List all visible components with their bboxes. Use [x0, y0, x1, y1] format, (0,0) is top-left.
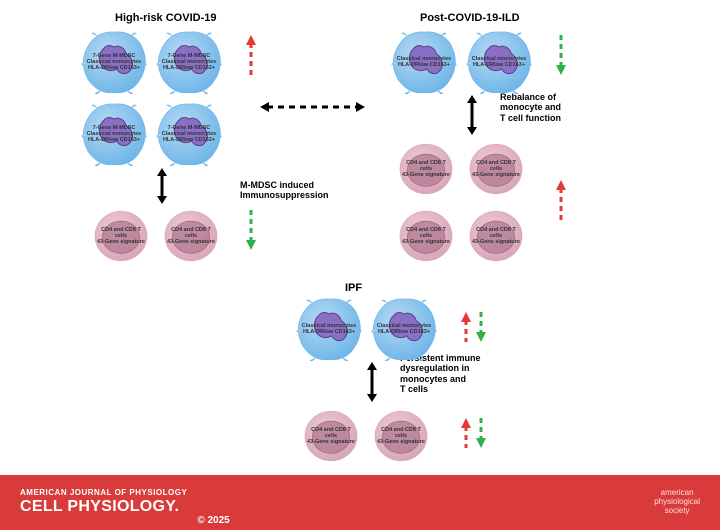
arrow-updown_dashed-red	[460, 418, 474, 448]
monocyte-cell: Classical monocytes HLA-DRlow CD163+	[390, 28, 458, 96]
cell-label: 7-Gene M-MDSC Classical monocytes HLA-DR…	[155, 53, 223, 71]
cell-label: 7-Gene M-MDSC Classical monocytes HLA-DR…	[155, 125, 223, 143]
footer-journal: AMERICAN JOURNAL OF PHYSIOLOGY CELL PHYS…	[20, 489, 187, 515]
cell-label: Classical monocytes HLA-DRlow CD163+	[465, 56, 533, 68]
annotation-rebalance: Rebalance of monocyte and T cell functio…	[500, 92, 561, 123]
monocyte-cell: 7-Gene M-MDSC Classical monocytes HLA-DR…	[80, 100, 148, 168]
arrow-updown_dashed-red	[245, 35, 259, 75]
arrow-updown_dashed-red	[460, 312, 474, 342]
section-title-postild: Post-COVID-19-ILD	[420, 12, 520, 24]
tcell-cell: CD4 and CD8 T cells 43-Gene signature	[395, 205, 457, 267]
arrow-updown_dashed-green	[245, 210, 259, 250]
section-title-highrisk: High-risk COVID-19	[115, 12, 216, 24]
arrow-updown_dashed-green	[475, 418, 489, 448]
footer-journal-sup: AMERICAN JOURNAL OF PHYSIOLOGY	[20, 489, 187, 498]
cell-label: CD4 and CD8 T cells 43-Gene signature	[370, 427, 432, 445]
footer-bar: AMERICAN JOURNAL OF PHYSIOLOGY CELL PHYS…	[0, 475, 720, 530]
tcell-cell: CD4 and CD8 T cells 43-Gene signature	[465, 205, 527, 267]
monocyte-cell: 7-Gene M-MDSC Classical monocytes HLA-DR…	[155, 28, 223, 96]
tcell-cell: CD4 and CD8 T cells 43-Gene signature	[395, 138, 457, 200]
cell-label: CD4 and CD8 T cells 43-Gene signature	[160, 227, 222, 245]
monocyte-cell: Classical monocytes HLA-DRlow CD163+	[370, 295, 438, 363]
cell-label: Classical monocytes HLA-DRlow CD163+	[370, 323, 438, 335]
tcell-cell: CD4 and CD8 T cells 43-Gene signature	[90, 205, 152, 267]
cell-label: CD4 and CD8 T cells 43-Gene signature	[465, 227, 527, 245]
arrow-double_solid-black	[365, 362, 379, 402]
arrow-updown_dashed-green	[555, 35, 569, 75]
cell-label: 7-Gene M-MDSC Classical monocytes HLA-DR…	[80, 53, 148, 71]
section-title-ipf: IPF	[345, 282, 362, 294]
arrow-double_solid-black	[155, 168, 169, 204]
annotation-mmdsc: M-MDSC induced Immunosuppression	[240, 180, 329, 201]
footer-logo: american physiological society	[654, 489, 700, 515]
cell-label: CD4 and CD8 T cells 43-Gene signature	[90, 227, 152, 245]
tcell-cell: CD4 and CD8 T cells 43-Gene signature	[465, 138, 527, 200]
tcell-cell: CD4 and CD8 T cells 43-Gene signature	[300, 405, 362, 467]
arrow-double_solid-black	[465, 95, 479, 135]
tcell-cell: CD4 and CD8 T cells 43-Gene signature	[370, 405, 432, 467]
tcell-cell: CD4 and CD8 T cells 43-Gene signature	[160, 205, 222, 267]
monocyte-cell: 7-Gene M-MDSC Classical monocytes HLA-DR…	[155, 100, 223, 168]
footer-copyright: © 2025	[197, 515, 229, 526]
footer-journal-main: CELL PHYSIOLOGY.	[20, 498, 187, 516]
diagram-area: High-risk COVID-19 Post-COVID-19-ILD IPF M-…	[0, 0, 720, 475]
monocyte-cell: Classical monocytes HLA-DRlow CD163+	[465, 28, 533, 96]
cell-label: CD4 and CD8 T cells 43-Gene signature	[300, 427, 362, 445]
arrow-double_dashed-black	[260, 100, 365, 114]
monocyte-cell: Classical monocytes HLA-DRlow CD163+	[295, 295, 363, 363]
arrow-updown_dashed-red	[555, 180, 569, 220]
monocyte-cell: 7-Gene M-MDSC Classical monocytes HLA-DR…	[80, 28, 148, 96]
cell-label: Classical monocytes HLA-DRlow CD163+	[390, 56, 458, 68]
arrow-updown_dashed-green	[475, 312, 489, 342]
cell-label: CD4 and CD8 T cells 43-Gene signature	[395, 227, 457, 245]
cell-label: Classical monocytes HLA-DRlow CD163+	[295, 323, 363, 335]
cell-label: 7-Gene M-MDSC Classical monocytes HLA-DR…	[80, 125, 148, 143]
cell-label: CD4 and CD8 T cells 43-Gene signature	[465, 160, 527, 178]
cell-label: CD4 and CD8 T cells 43-Gene signature	[395, 160, 457, 178]
